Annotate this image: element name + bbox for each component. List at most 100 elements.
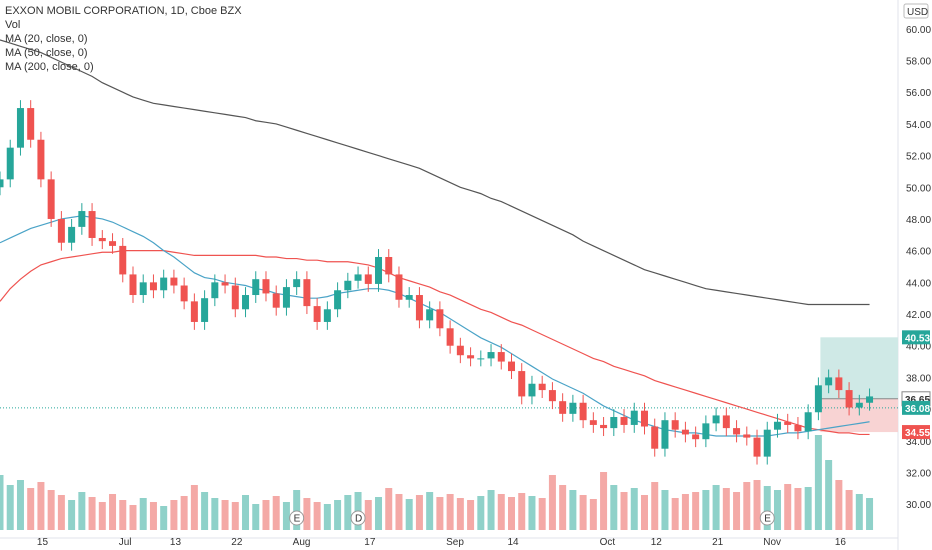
candle-body[interactable]	[47, 179, 55, 219]
candle-body[interactable]	[794, 424, 802, 432]
volume-indicator-label[interactable]: Vol	[5, 19, 21, 31]
candle-body[interactable]	[405, 295, 413, 300]
candle-body[interactable]	[375, 256, 383, 284]
candle-body[interactable]	[866, 396, 874, 403]
candle-body[interactable]	[252, 279, 260, 296]
candle-body[interactable]	[344, 280, 352, 291]
candle-body[interactable]	[37, 139, 45, 180]
volume-bar	[456, 498, 464, 530]
event-marker[interactable]	[759, 510, 775, 526]
candle-body[interactable]	[395, 274, 403, 300]
candle-body[interactable]	[242, 295, 250, 310]
candle-body[interactable]	[569, 402, 577, 414]
ma20-indicator-label[interactable]: MA (20, close, 0)	[5, 33, 88, 45]
candle-body[interactable]	[426, 309, 434, 321]
candle-body[interactable]	[160, 277, 168, 291]
candle-body[interactable]	[323, 309, 331, 322]
candle-body[interactable]	[190, 301, 198, 322]
candle-body[interactable]	[282, 287, 290, 308]
target-zone[interactable]	[820, 337, 898, 399]
candle-body[interactable]	[589, 420, 597, 425]
candle-body[interactable]	[364, 274, 372, 284]
candle-body[interactable]	[477, 358, 485, 360]
candle-body[interactable]	[702, 423, 710, 440]
candle-body[interactable]	[456, 345, 464, 356]
candle-body[interactable]	[303, 279, 311, 307]
candle-body[interactable]	[661, 420, 669, 449]
candle-body[interactable]	[651, 426, 659, 449]
candle-body[interactable]	[773, 421, 781, 430]
candle-body[interactable]	[139, 282, 147, 296]
candle-body[interactable]	[825, 377, 833, 386]
ma200-indicator-label[interactable]: MA (200, close, 0)	[5, 61, 94, 73]
candle-body[interactable]	[692, 434, 700, 440]
candle-body[interactable]	[845, 390, 853, 408]
candle-body[interactable]	[640, 410, 648, 427]
candle-body[interactable]	[835, 377, 843, 391]
candle-body[interactable]	[385, 256, 393, 275]
candle-body[interactable]	[855, 402, 863, 408]
candle-body[interactable]	[57, 218, 65, 243]
candle-body[interactable]	[497, 352, 505, 362]
candle-body[interactable]	[201, 298, 209, 322]
candle-body[interactable]	[98, 237, 106, 242]
candle-body[interactable]	[733, 428, 741, 435]
candle-body[interactable]	[16, 108, 24, 148]
candle-body[interactable]	[211, 282, 219, 299]
candle-body[interactable]	[231, 285, 239, 310]
candle-body[interactable]	[722, 415, 730, 429]
candle-body[interactable]	[763, 429, 771, 457]
candle-body[interactable]	[334, 290, 342, 310]
candle-body[interactable]	[354, 274, 362, 281]
candle-body[interactable]	[579, 402, 587, 421]
candle-body[interactable]	[180, 285, 188, 302]
candle-body[interactable]	[548, 390, 556, 402]
candle-body[interactable]	[743, 434, 751, 438]
candle-body[interactable]	[272, 293, 280, 308]
candle-body[interactable]	[436, 309, 444, 329]
candle-body[interactable]	[487, 352, 495, 359]
candle-body[interactable]	[804, 412, 812, 432]
candle-body[interactable]	[6, 147, 14, 180]
candle-body[interactable]	[753, 437, 761, 457]
ma50-indicator-label[interactable]: MA (50, close, 0)	[5, 47, 88, 59]
candle-body[interactable]	[712, 415, 720, 424]
candle-body[interactable]	[262, 279, 270, 294]
candle-body[interactable]	[27, 108, 35, 140]
candle-body[interactable]	[508, 361, 515, 372]
candle-body[interactable]	[221, 282, 229, 286]
candle-body[interactable]	[681, 429, 689, 435]
candle-body[interactable]	[784, 421, 792, 425]
candle-body[interactable]	[129, 274, 137, 296]
volume-bar	[344, 495, 352, 530]
candle-body[interactable]	[88, 211, 96, 238]
candle-body[interactable]	[671, 420, 679, 430]
candle-body[interactable]	[415, 295, 423, 321]
candle-body[interactable]	[518, 371, 526, 397]
candle-body[interactable]	[293, 279, 301, 288]
candle-body[interactable]	[630, 410, 638, 425]
candle-body[interactable]	[0, 179, 4, 188]
event-marker[interactable]	[289, 510, 305, 526]
candle-body[interactable]	[109, 241, 117, 246]
candle-body[interactable]	[610, 417, 618, 429]
event-marker[interactable]	[350, 510, 366, 526]
candle-body[interactable]	[528, 383, 536, 397]
candle-body[interactable]	[313, 306, 321, 322]
candle-body[interactable]	[170, 277, 178, 286]
candle-body[interactable]	[68, 226, 76, 243]
currency-button[interactable]	[903, 3, 929, 19]
candle-body[interactable]	[559, 401, 567, 414]
candle-body[interactable]	[620, 417, 628, 425]
candle-body[interactable]	[467, 355, 475, 359]
candle-body[interactable]	[538, 383, 546, 391]
candle-body[interactable]	[814, 385, 822, 413]
candle-body[interactable]	[119, 245, 127, 275]
candle-body[interactable]	[446, 328, 454, 346]
volume-bar	[313, 502, 321, 530]
candle-body[interactable]	[78, 211, 86, 227]
candle-body[interactable]	[600, 424, 608, 429]
candle-body[interactable]	[149, 282, 157, 291]
symbol-title[interactable]: EXXON MOBIL CORPORATION, 1D, Cboe BZX	[5, 5, 242, 17]
